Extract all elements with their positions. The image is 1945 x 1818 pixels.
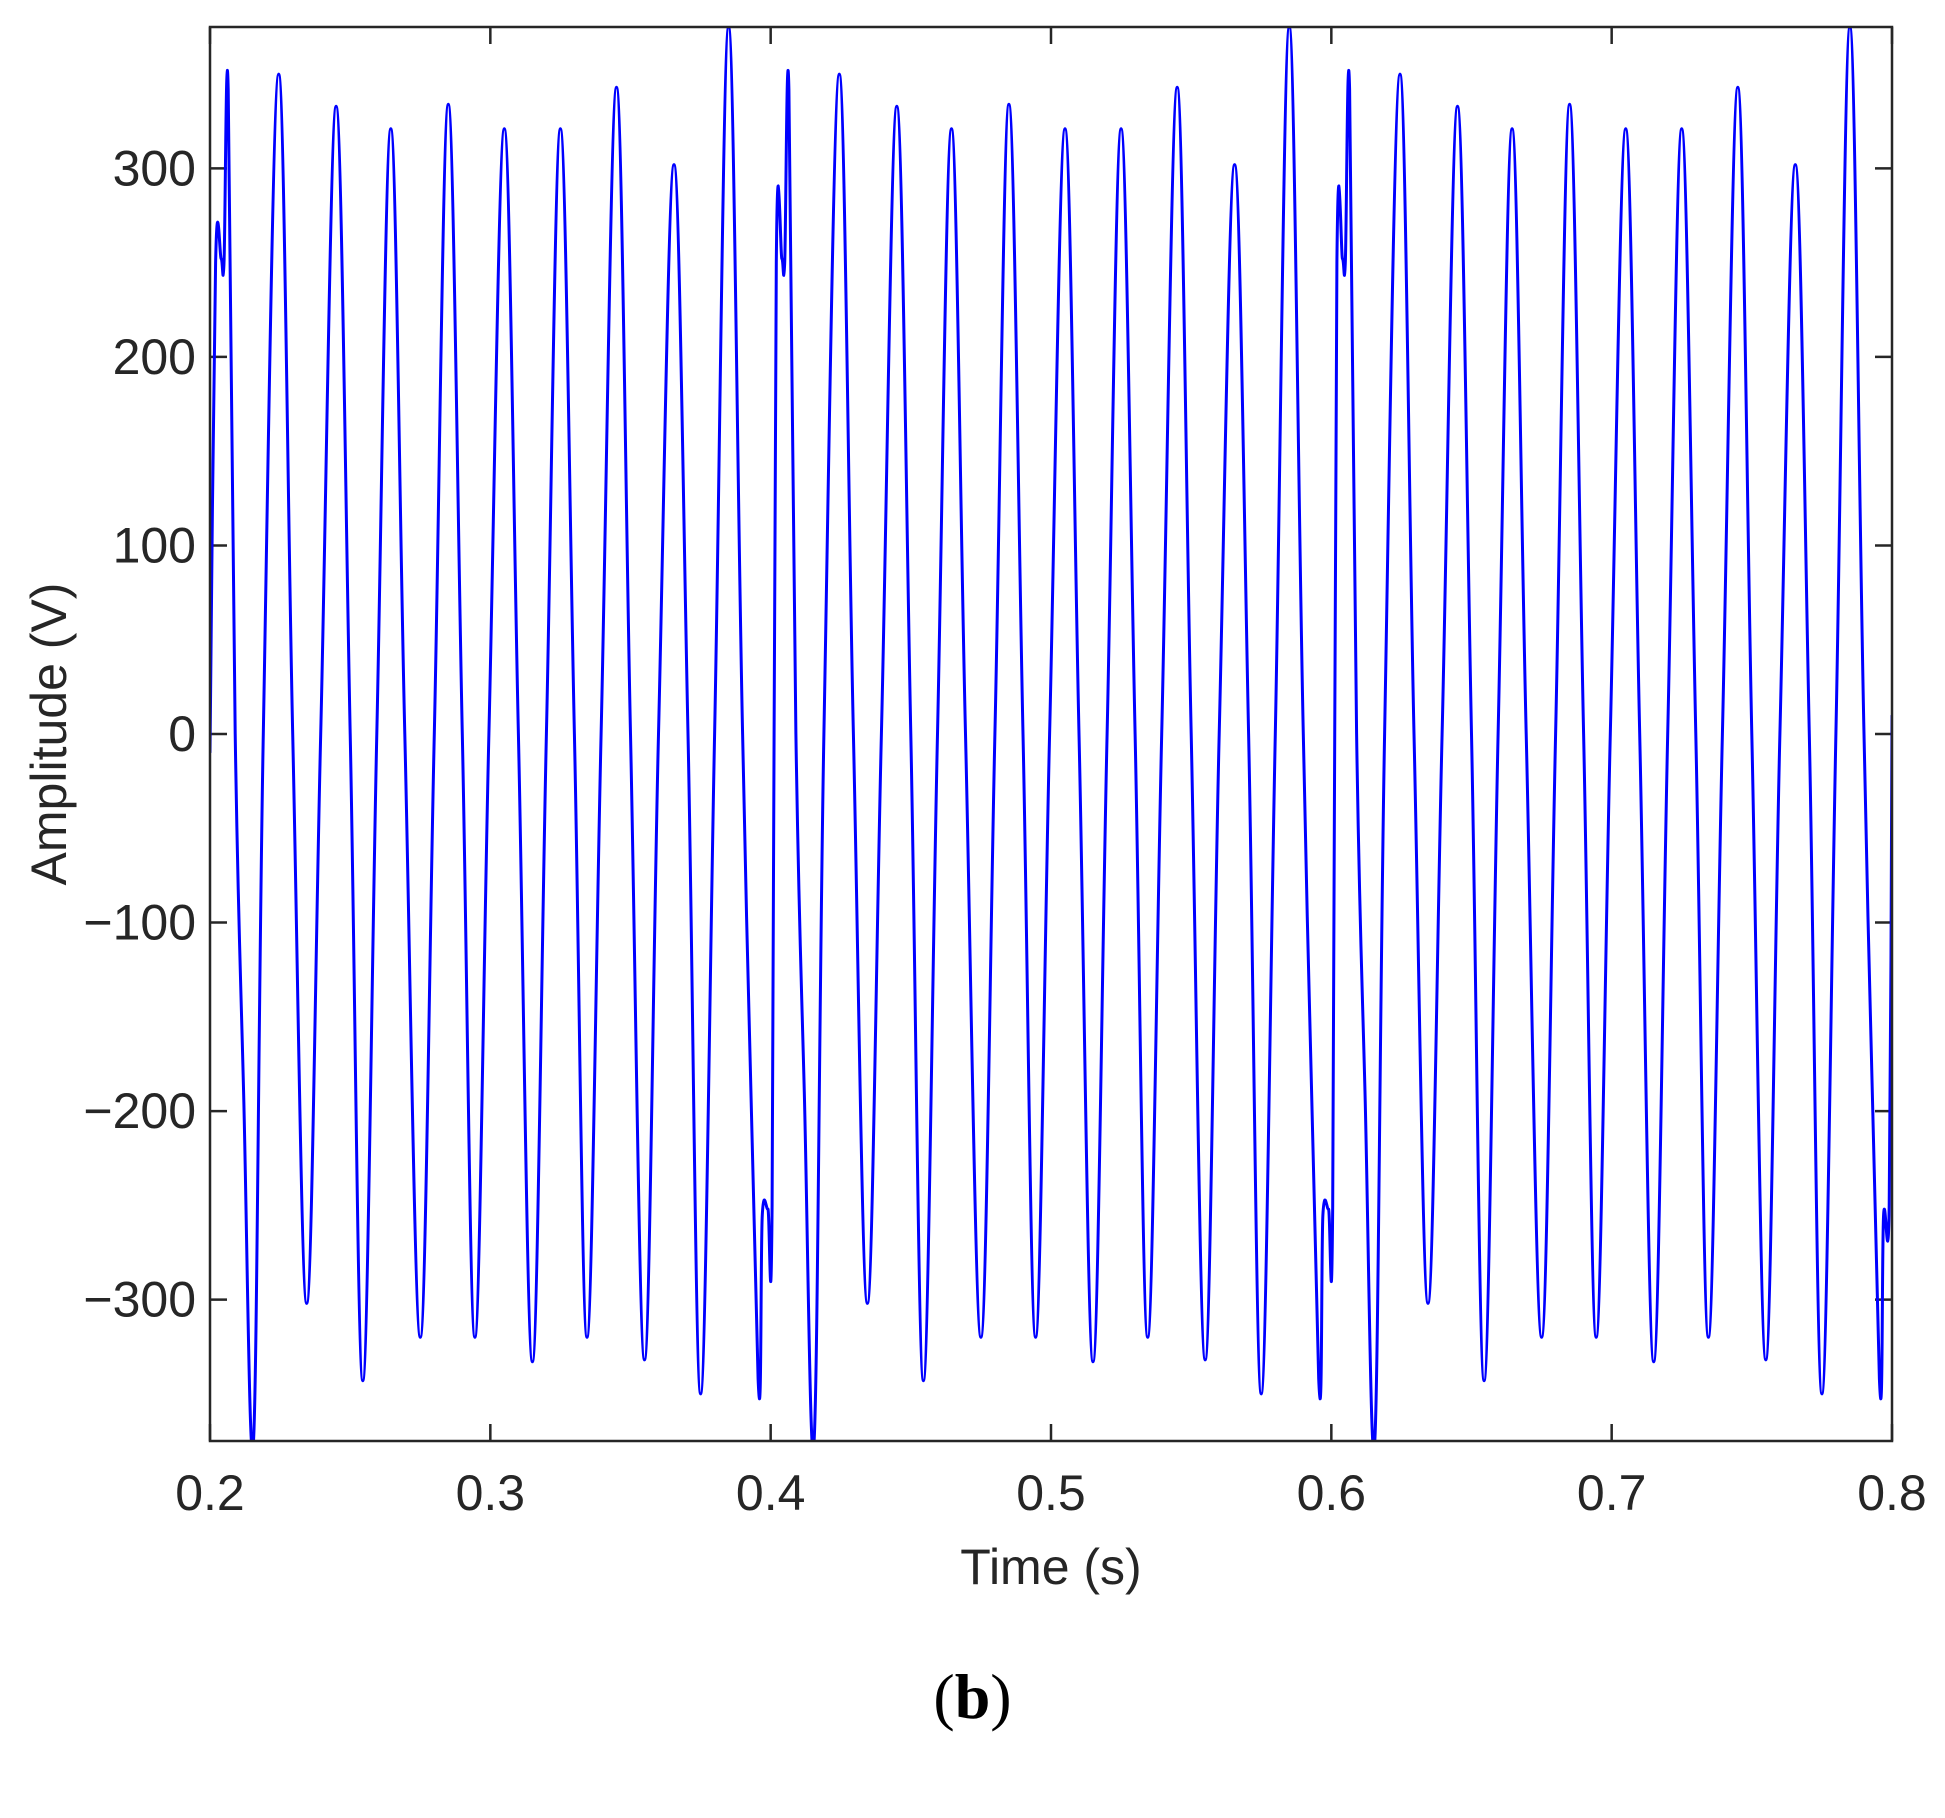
y-tick-label: 0 — [168, 706, 196, 762]
y-tick-label: −100 — [83, 895, 196, 951]
y-tick-label: 100 — [113, 517, 196, 573]
plot-frame — [208, 25, 1894, 1443]
x-axis-label: Time (s) — [960, 1539, 1141, 1595]
waveform-line — [210, 27, 1892, 1441]
y-tick-label: −200 — [83, 1083, 196, 1139]
x-tick-label: 0.5 — [1016, 1465, 1086, 1521]
panel-label: (b) — [933, 1661, 1012, 1732]
y-ticks: 300 200 100 0 −100 −200 −300 — [83, 140, 1892, 1328]
y-tick-label: −300 — [83, 1272, 196, 1328]
x-tick-label: 0.8 — [1857, 1465, 1927, 1521]
x-tick-label: 0.7 — [1577, 1465, 1647, 1521]
x-tick-label: 0.2 — [175, 1465, 245, 1521]
x-tick-label: 0.6 — [1297, 1465, 1367, 1521]
y-tick-label: 300 — [113, 140, 196, 196]
x-ticks: 0.2 0.3 0.4 0.5 0.6 0.7 0.8 — [175, 27, 1927, 1521]
x-tick-label: 0.3 — [456, 1465, 526, 1521]
y-axis-label: Amplitude (V) — [21, 583, 77, 886]
x-tick-label: 0.4 — [736, 1465, 806, 1521]
y-tick-label: 200 — [113, 329, 196, 385]
panel-letter: b — [954, 1661, 991, 1732]
